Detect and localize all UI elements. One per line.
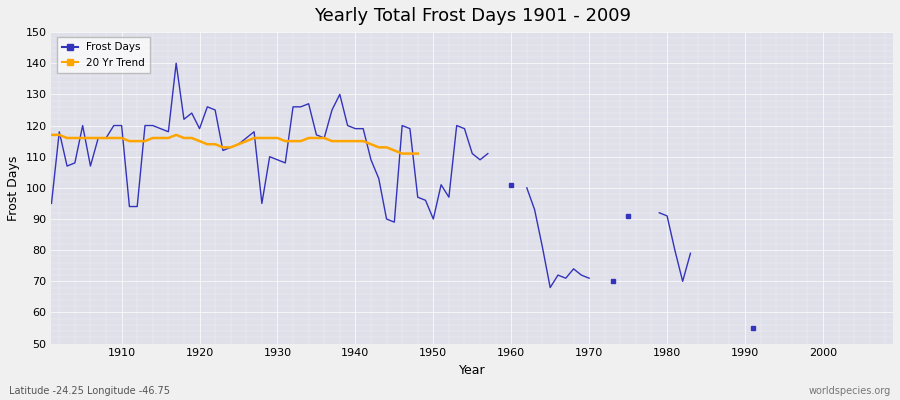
- Title: Yearly Total Frost Days 1901 - 2009: Yearly Total Frost Days 1901 - 2009: [314, 7, 631, 25]
- Y-axis label: Frost Days: Frost Days: [7, 155, 20, 220]
- Text: worldspecies.org: worldspecies.org: [809, 386, 891, 396]
- Legend: Frost Days, 20 Yr Trend: Frost Days, 20 Yr Trend: [57, 37, 149, 73]
- X-axis label: Year: Year: [459, 364, 486, 377]
- Text: Latitude -24.25 Longitude -46.75: Latitude -24.25 Longitude -46.75: [9, 386, 170, 396]
